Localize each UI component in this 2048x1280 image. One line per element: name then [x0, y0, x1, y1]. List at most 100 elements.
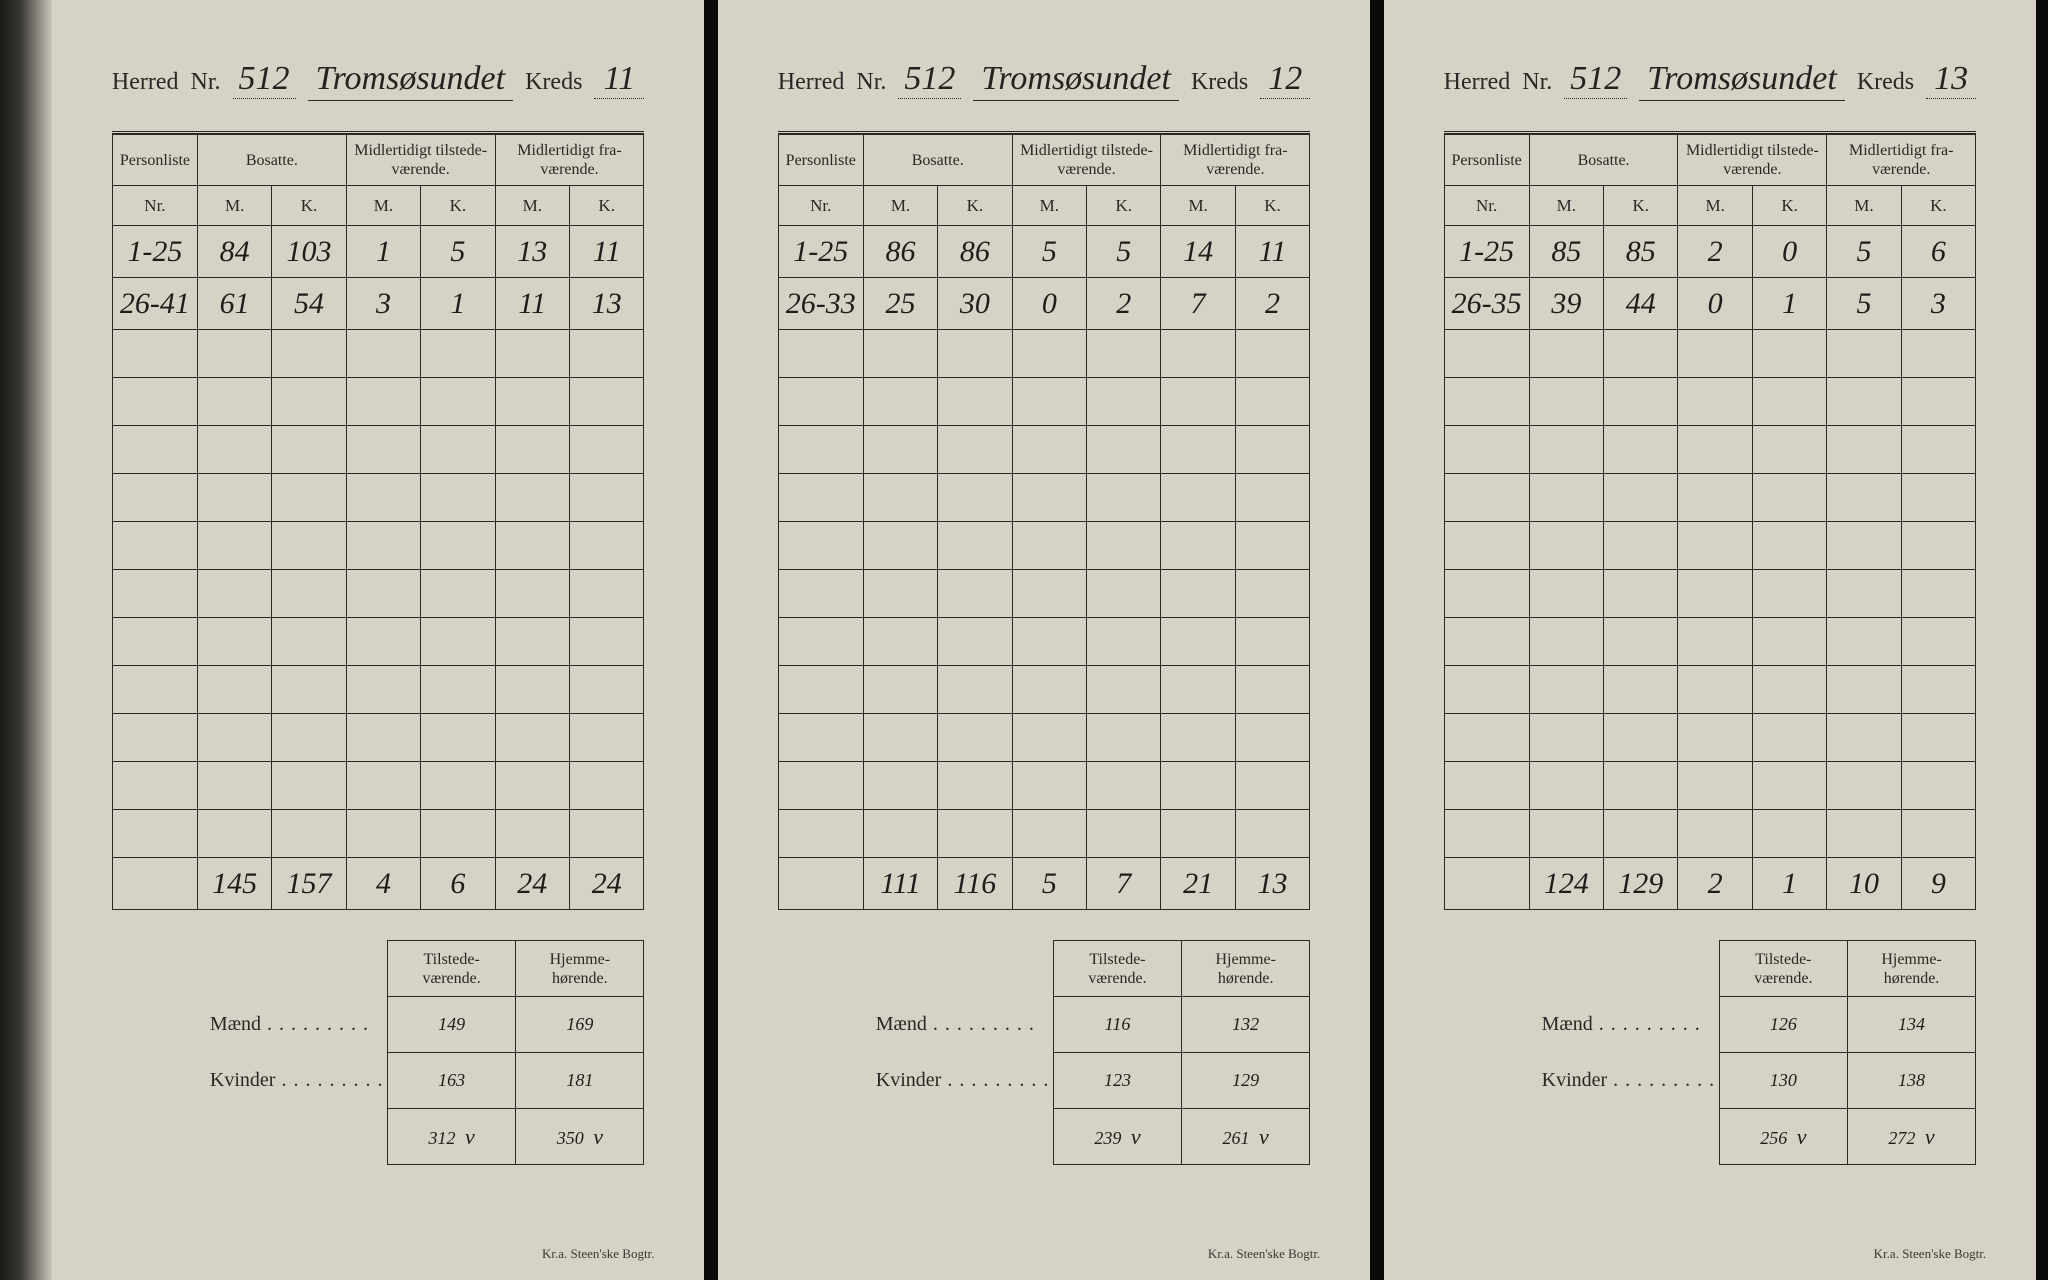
check-mark: v [1121, 1124, 1140, 1149]
place-name: Tromsøsundet [1639, 60, 1845, 101]
total-bos_m: 124 [1529, 858, 1603, 910]
table-row-blank [112, 330, 644, 378]
printer-mark: Kr.a. Steen'ske Bogtr. [1874, 1246, 1986, 1262]
table-row-blank [112, 762, 644, 810]
col-k: K. [421, 186, 495, 226]
summary-row-total: 312 v350 v [202, 1109, 644, 1165]
col-k: K. [1604, 186, 1678, 226]
table-row: 26-3325300272 [778, 278, 1310, 330]
label-herred: Herred [1444, 69, 1511, 96]
table-row: 1-2585852056 [1444, 226, 1976, 278]
col-k: K. [1752, 186, 1826, 226]
table-row-blank [778, 762, 1310, 810]
cell-nr: 26-35 [1444, 278, 1529, 330]
cell-til_k: 0 [1752, 226, 1826, 278]
sum-maend-tilstede: 126 [1719, 997, 1847, 1053]
label-herred: Herred [778, 69, 845, 96]
table-row-blank [1444, 618, 1976, 666]
col-m: M. [1529, 186, 1603, 226]
label-kvinder: Kvinder [1534, 1053, 1720, 1109]
cell-til_m: 2 [1678, 226, 1752, 278]
table-row-blank [112, 570, 644, 618]
cell-fra_m: 11 [495, 278, 569, 330]
table-row-blank [112, 522, 644, 570]
col-k: K. [1901, 186, 1975, 226]
cell-nr: 26-41 [112, 278, 197, 330]
sum-total-hjemme: 350 v [516, 1109, 644, 1165]
table-row-blank [1444, 714, 1976, 762]
label-herred: Herred [112, 69, 179, 96]
cell-bos_k: 54 [272, 278, 346, 330]
cell-bos_k: 30 [938, 278, 1012, 330]
sum-col-tilstede: Tilstede-værende. [388, 941, 516, 997]
label-maend: Mænd [202, 997, 388, 1053]
col-nr: Nr. [1444, 186, 1529, 226]
table-row-blank [1444, 810, 1976, 858]
cell-til_k: 1 [421, 278, 495, 330]
table-row-blank [112, 714, 644, 762]
label-nr: Nr. [191, 69, 221, 96]
cell-til_k: 2 [1087, 278, 1161, 330]
total-fra_m: 21 [1161, 858, 1235, 910]
col-k: K. [569, 186, 643, 226]
census-card-2: HerredNr.512TromsøsundetKreds13 Personlis… [1384, 0, 2037, 1280]
cell-bos_k: 86 [938, 226, 1012, 278]
sum-kvinder-hjemme: 181 [516, 1053, 644, 1109]
sum-total-tilstede: 312 v [388, 1109, 516, 1165]
summary-row-kvinder: Kvinder123129 [868, 1053, 1310, 1109]
table-row-blank [778, 570, 1310, 618]
total-bos_m: 145 [197, 858, 271, 910]
summary-row-maend: Mænd126134 [1534, 997, 1976, 1053]
total-bos_k: 116 [938, 858, 1012, 910]
table-row-blank [778, 810, 1310, 858]
sum-total-hjemme: 272 v [1847, 1109, 1975, 1165]
table-row-blank [1444, 762, 1976, 810]
table-row-blank [112, 666, 644, 714]
table-row-blank [1444, 330, 1976, 378]
sum-maend-tilstede: 116 [1053, 997, 1181, 1053]
sum-kvinder-tilstede: 123 [1053, 1053, 1181, 1109]
col-fravaer: Midlertidigt fra-værende. [1827, 135, 1976, 186]
total-til_m: 4 [346, 858, 420, 910]
cell-fra_m: 13 [495, 226, 569, 278]
census-table: PersonlisteBosatte.Midlertidigt tilstede… [112, 134, 645, 910]
sum-total-tilstede: 239 v [1053, 1109, 1181, 1165]
cell-bos_m: 61 [197, 278, 271, 330]
cell-fra_k: 2 [1235, 278, 1309, 330]
kreds-number: 13 [1926, 60, 1976, 99]
edge-right [2036, 0, 2048, 1280]
table-row-blank [778, 426, 1310, 474]
cell-fra_m: 5 [1827, 226, 1901, 278]
col-personliste: Personliste [1444, 135, 1529, 186]
place-name: Tromsøsundet [973, 60, 1179, 101]
cell-til_m: 0 [1012, 278, 1086, 330]
summary-table: Tilstede-værende.Hjemme-hørende.Mænd1261… [1534, 940, 1977, 1165]
col-m: M. [1678, 186, 1752, 226]
check-mark: v [1915, 1124, 1934, 1149]
sum-total-hjemme: 261 v [1182, 1109, 1310, 1165]
table-row-blank [112, 474, 644, 522]
sum-kvinder-hjemme: 138 [1847, 1053, 1975, 1109]
sum-maend-hjemme: 169 [516, 997, 644, 1053]
sum-total-tilstede: 256 v [1719, 1109, 1847, 1165]
cell-bos_m: 39 [1529, 278, 1603, 330]
col-m: M. [1012, 186, 1086, 226]
printer-mark: Kr.a. Steen'ske Bogtr. [542, 1246, 654, 1262]
sum-col-tilstede: Tilstede-værende. [1719, 941, 1847, 997]
cell-bos_m: 25 [863, 278, 937, 330]
total-bos_k: 157 [272, 858, 346, 910]
sum-maend-hjemme: 132 [1182, 997, 1310, 1053]
cell-nr: 1-25 [1444, 226, 1529, 278]
table-row-blank [1444, 666, 1976, 714]
card-header: HerredNr.512TromsøsundetKreds13 [1414, 60, 2007, 121]
cell-fra_k: 13 [569, 278, 643, 330]
table-row: 26-416154311113 [112, 278, 644, 330]
col-bosatte: Bosatte. [197, 135, 346, 186]
table-row-blank [112, 618, 644, 666]
document-scan: HerredNr.512TromsøsundetKreds11Personlis… [0, 0, 2048, 1280]
total-fra_k: 9 [1901, 858, 1975, 910]
total-bos_m: 111 [863, 858, 937, 910]
total-fra_m: 10 [1827, 858, 1901, 910]
cell-bos_k: 85 [1604, 226, 1678, 278]
cell-til_m: 0 [1678, 278, 1752, 330]
